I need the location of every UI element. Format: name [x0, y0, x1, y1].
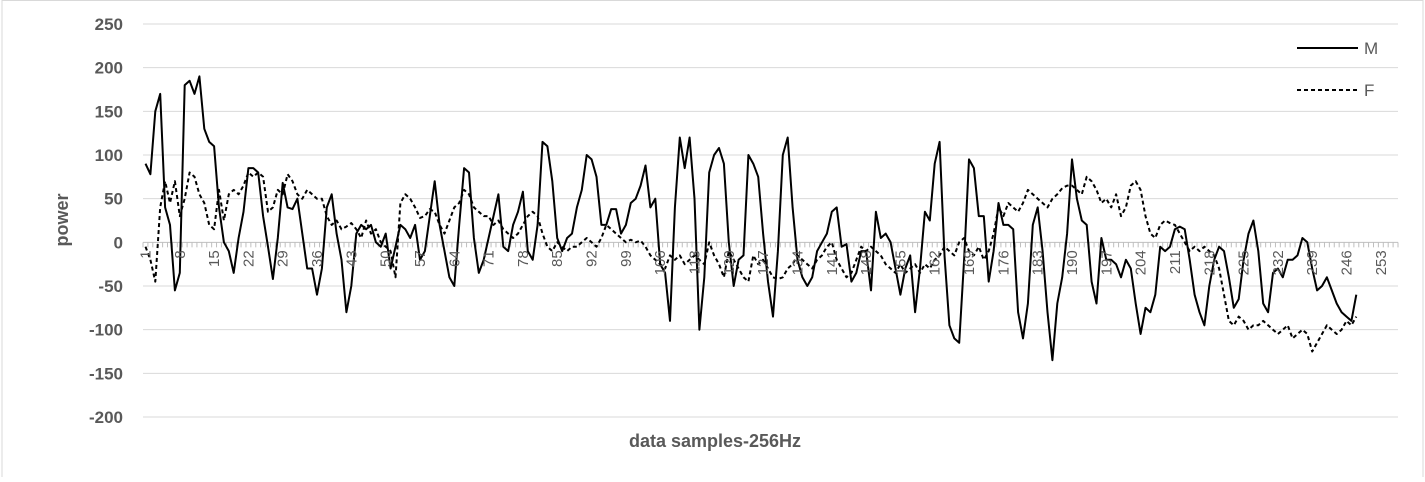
- x-axis-ticks: 1 8 15 22 29 36 43 50 57 64 71 78 85 92 99 106 113 120 127…: [138, 250, 1390, 275]
- y-tick-label: 250: [95, 15, 123, 34]
- x-tick-label: 162: [927, 250, 944, 275]
- y-tick-label: -200: [89, 408, 123, 427]
- x-tick-label: 78: [515, 250, 532, 267]
- x-tick-label: 1: [138, 250, 155, 258]
- y-tick-label: 200: [95, 59, 123, 78]
- x-tick-label: 239: [1304, 250, 1321, 275]
- series-line-f: [144, 171, 1358, 353]
- x-tick-label: 99: [618, 250, 635, 267]
- x-tick-label: 127: [755, 250, 772, 275]
- x-tick-label: 148: [858, 250, 875, 275]
- x-tick-label: 15: [206, 250, 223, 267]
- y-tick-label: -150: [89, 364, 123, 383]
- x-tick-label: 71: [481, 250, 498, 267]
- legend-label-f: F: [1364, 81, 1374, 100]
- legend: M F: [1297, 39, 1378, 100]
- y-tick-label: 150: [95, 102, 123, 121]
- y-tick-label: -50: [98, 277, 123, 296]
- x-tick-label: 8: [172, 250, 189, 258]
- x-tick-label: 64: [446, 250, 463, 267]
- x-tick-label: 106: [652, 250, 669, 275]
- x-tick-label: 36: [309, 250, 326, 267]
- x-tick-label: 253: [1373, 250, 1390, 275]
- y-tick-label: 0: [114, 233, 123, 252]
- x-axis-title: data samples-256Hz: [629, 431, 801, 451]
- series-line-m: [144, 75, 1358, 362]
- y-axis-ticks: 250 200 150 100 50 0 -50 -100 -150 -200: [89, 15, 123, 427]
- x-tick-label: 120: [721, 250, 738, 275]
- x-tick-label: 218: [1201, 250, 1218, 275]
- x-tick-label: 22: [240, 250, 257, 267]
- series-group: [144, 75, 1358, 362]
- x-tick-label: 232: [1270, 250, 1287, 275]
- x-tick-label: 141: [824, 250, 841, 275]
- x-tick-label: 204: [1133, 250, 1150, 275]
- x-tick-label: 176: [995, 250, 1012, 275]
- x-tick-label: 43: [343, 250, 360, 267]
- y-axis-title: power: [52, 193, 72, 246]
- x-tick-label: 92: [584, 250, 601, 267]
- x-tick-label: 190: [1064, 250, 1081, 275]
- x-tick-label: 225: [1236, 250, 1253, 275]
- x-tick-label: 183: [1030, 250, 1047, 275]
- x-tick-label: 85: [549, 250, 566, 267]
- legend-label-m: M: [1364, 39, 1378, 58]
- x-tick-label: 197: [1098, 250, 1115, 275]
- gridlines: [143, 23, 1398, 418]
- x-tick-label: 155: [892, 250, 909, 275]
- x-tick-label: 57: [412, 250, 429, 267]
- y-tick-label: 100: [95, 146, 123, 165]
- x-tick-label: 50: [378, 250, 395, 267]
- x-tick-label: 29: [275, 250, 292, 267]
- y-tick-label: -100: [89, 321, 123, 340]
- x-tick-label: 169: [961, 250, 978, 275]
- x-tick-label: 211: [1167, 250, 1184, 274]
- x-tick-label: 134: [790, 250, 807, 275]
- y-tick-label: 50: [104, 190, 123, 209]
- x-tick-label: 113: [687, 250, 704, 274]
- x-tick-label: 246: [1339, 250, 1356, 275]
